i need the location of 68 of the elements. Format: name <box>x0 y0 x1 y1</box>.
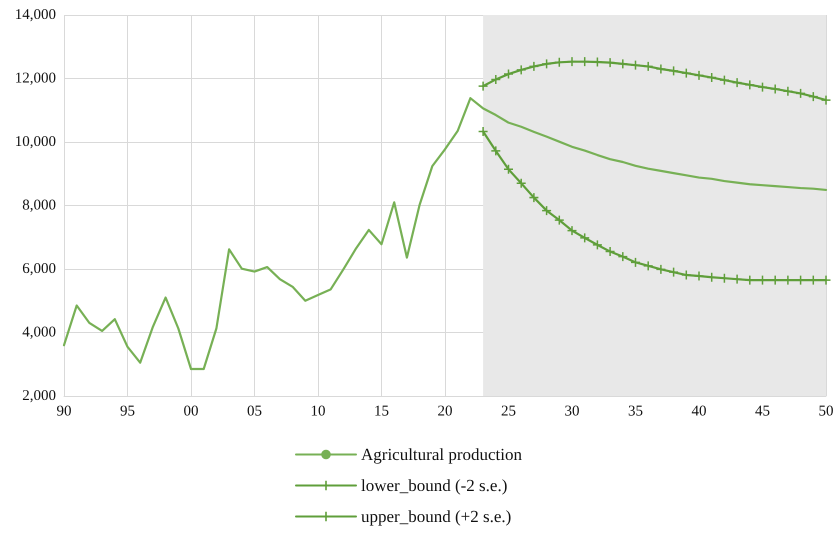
point <box>732 78 742 88</box>
y-tick-label: 10,000 <box>14 134 56 150</box>
point <box>516 65 526 74</box>
point <box>568 226 576 236</box>
legend-label: lower_bound (-2 s.e.) <box>361 476 508 495</box>
point <box>808 92 818 102</box>
x-tick-label: 15 <box>374 404 389 420</box>
point <box>796 88 806 98</box>
x-tick-label: 40 <box>692 404 706 420</box>
y-tick-label: 6,000 <box>22 261 56 277</box>
point <box>606 247 615 256</box>
x-tick-label: 20 <box>438 404 452 420</box>
point <box>491 146 500 156</box>
point <box>478 82 488 91</box>
point <box>682 270 691 280</box>
point <box>758 82 767 92</box>
point <box>644 261 653 270</box>
point <box>644 62 653 71</box>
point <box>669 66 678 76</box>
point <box>491 74 500 84</box>
x-tick-label: 10 <box>310 404 326 420</box>
point <box>720 76 729 85</box>
y-tick-label: 2,000 <box>22 388 56 404</box>
point <box>504 70 513 79</box>
point <box>580 233 590 242</box>
y-tick-label: 12,000 <box>14 70 56 86</box>
x-tick-label: 45 <box>755 404 770 420</box>
y-tick-label: 4,000 <box>22 324 56 340</box>
point <box>580 57 590 66</box>
point <box>656 264 666 274</box>
point <box>682 68 691 78</box>
point <box>529 62 538 71</box>
point <box>822 96 830 105</box>
point <box>631 258 640 267</box>
legend-label: Agricultural production <box>361 445 522 464</box>
x-tick-label: 90 <box>56 404 72 420</box>
point <box>618 59 628 68</box>
x-tick-label: 00 <box>184 404 198 420</box>
y-tick-label: 14,000 <box>14 7 56 23</box>
point <box>707 73 716 82</box>
x-tick-label: 35 <box>628 404 643 420</box>
point <box>656 64 666 74</box>
point <box>669 268 678 277</box>
x-tick-label: 25 <box>501 404 516 420</box>
x-tick-label: 95 <box>120 404 135 420</box>
point <box>783 86 792 96</box>
point <box>516 178 526 188</box>
point <box>568 57 576 66</box>
x-tick-label: 30 <box>564 404 580 420</box>
point <box>770 84 780 94</box>
x-tick-label: 05 <box>247 404 262 420</box>
point <box>694 70 704 80</box>
point <box>529 193 538 202</box>
point <box>631 60 640 70</box>
point <box>542 59 552 68</box>
y-tick-label: 8,000 <box>22 198 56 214</box>
point <box>542 206 552 216</box>
line-series <box>62 97 828 370</box>
x-tick-label: 50 <box>818 404 834 420</box>
point <box>478 127 488 136</box>
point <box>732 274 742 284</box>
point <box>618 252 628 262</box>
point <box>554 216 564 225</box>
legend-label: upper_bound (+2 s.e.) <box>361 507 512 526</box>
point <box>592 240 602 250</box>
point <box>694 271 704 280</box>
point <box>745 80 754 90</box>
point <box>504 164 513 174</box>
